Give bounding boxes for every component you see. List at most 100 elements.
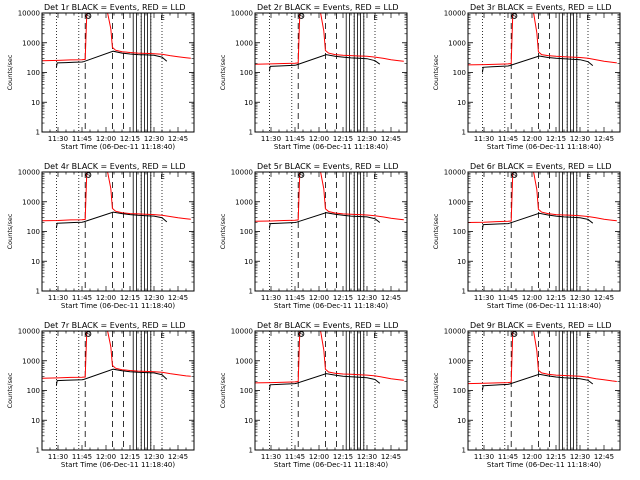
y-tick-label: 10000 <box>444 10 466 18</box>
y-tick-label: 10 <box>244 417 253 425</box>
x-tick-label: 12:45 <box>381 294 401 302</box>
end-marker-label: E <box>586 14 590 22</box>
x-tick-label: 12:15 <box>333 135 353 143</box>
y-tick-label: 10 <box>31 99 40 107</box>
plot-frame <box>467 330 621 451</box>
x-tick-label: 12:00 <box>309 135 329 143</box>
y-tick-label: 1000 <box>22 198 40 206</box>
x-tick-label: 12:45 <box>168 294 188 302</box>
series-line <box>55 50 168 68</box>
y-tick-label: 1000 <box>235 39 253 47</box>
x-tick-label: 12:15 <box>120 453 140 461</box>
plot-frame <box>254 12 408 133</box>
x-tick-label: 12:15 <box>333 294 353 302</box>
y-tick-label: 10 <box>457 258 466 266</box>
y-tick-label: 100 <box>240 387 253 395</box>
x-tick-label: 11:30 <box>474 294 494 302</box>
y-tick-label: 1 <box>462 129 466 137</box>
x-tick-label: 11:30 <box>48 294 68 302</box>
chart-title: Det 3r BLACK = Events, RED = LLD <box>470 3 612 12</box>
x-tick-label: 12:30 <box>144 294 164 302</box>
end-marker-label: E <box>586 332 590 340</box>
x-tick-label: 12:15 <box>546 453 566 461</box>
x-tick-label: 12:30 <box>357 453 377 461</box>
series-line <box>467 12 617 66</box>
x-tick-label: 12:30 <box>144 135 164 143</box>
series-line <box>481 373 594 391</box>
x-tick-label: 11:45 <box>498 135 518 143</box>
y-tick-label: 10000 <box>444 328 466 336</box>
y-axis-label: Counts/sec <box>219 213 227 249</box>
chart-title: Det 6r BLACK = Events, RED = LLD <box>470 162 612 171</box>
x-tick-label: 11:45 <box>72 453 92 461</box>
x-axis-label: Start Time (06-Dec-11 11:18:40) <box>274 143 388 151</box>
x-tick-label: 12:45 <box>168 453 188 461</box>
x-tick-label: 11:45 <box>72 135 92 143</box>
x-tick-label: 11:45 <box>285 294 305 302</box>
plot-frame <box>41 330 195 451</box>
series-line <box>481 55 594 73</box>
y-tick-label: 100 <box>240 69 253 77</box>
series-line <box>41 330 191 379</box>
x-tick-label: 11:30 <box>48 135 68 143</box>
y-tick-label: 1000 <box>448 198 466 206</box>
x-tick-label: 12:00 <box>96 135 116 143</box>
y-axis-label: Counts/sec <box>432 213 440 249</box>
y-tick-label: 1000 <box>235 357 253 365</box>
x-tick-label: 12:30 <box>144 453 164 461</box>
y-tick-label: 10000 <box>231 169 253 177</box>
y-tick-label: 10000 <box>444 169 466 177</box>
series-line <box>254 171 404 222</box>
x-tick-label: 12:45 <box>168 135 188 143</box>
chart-title: Det 9r BLACK = Events, RED = LLD <box>470 321 612 330</box>
y-tick-label: 1 <box>36 129 40 137</box>
x-tick-label: 12:30 <box>570 453 590 461</box>
x-tick-label: 12:45 <box>594 294 614 302</box>
end-marker-label: E <box>160 14 164 22</box>
series-line <box>55 211 168 229</box>
x-tick-label: 12:45 <box>381 453 401 461</box>
y-axis-label: Counts/sec <box>219 372 227 408</box>
end-marker-label: E <box>160 173 164 181</box>
x-tick-label: 12:15 <box>333 453 353 461</box>
series-line <box>467 171 617 223</box>
x-tick-label: 11:30 <box>474 453 494 461</box>
end-marker-label: E <box>373 332 377 340</box>
y-tick-label: 100 <box>27 228 40 236</box>
x-tick-label: 11:30 <box>261 135 281 143</box>
start-marker-label: S <box>299 331 304 339</box>
series-line <box>254 12 404 65</box>
start-marker-label: S <box>512 331 517 339</box>
y-tick-label: 10 <box>244 99 253 107</box>
y-tick-label: 100 <box>240 228 253 236</box>
x-tick-label: 12:15 <box>120 135 140 143</box>
y-tick-label: 100 <box>453 69 466 77</box>
y-axis-label: Counts/sec <box>6 372 14 408</box>
x-axis-label: Start Time (06-Dec-11 11:18:40) <box>487 143 601 151</box>
series-line <box>268 54 381 72</box>
x-tick-label: 12:45 <box>594 135 614 143</box>
x-axis-label: Start Time (06-Dec-11 11:18:40) <box>274 461 388 469</box>
x-tick-label: 12:30 <box>570 294 590 302</box>
series-line <box>41 171 191 222</box>
y-tick-label: 10 <box>457 99 466 107</box>
plot-frame <box>467 12 621 133</box>
x-tick-label: 12:30 <box>357 135 377 143</box>
start-marker-label: S <box>512 13 517 21</box>
y-tick-label: 10000 <box>18 328 40 336</box>
series-line <box>268 373 381 390</box>
series-line <box>467 330 617 385</box>
y-axis-label: Counts/sec <box>6 213 14 249</box>
y-tick-label: 100 <box>27 69 40 77</box>
x-axis-label: Start Time (06-Dec-11 11:18:40) <box>487 302 601 310</box>
x-tick-label: 11:30 <box>261 294 281 302</box>
y-axis-label: Counts/sec <box>6 54 14 90</box>
y-tick-label: 1000 <box>235 198 253 206</box>
start-marker-label: S <box>86 331 91 339</box>
